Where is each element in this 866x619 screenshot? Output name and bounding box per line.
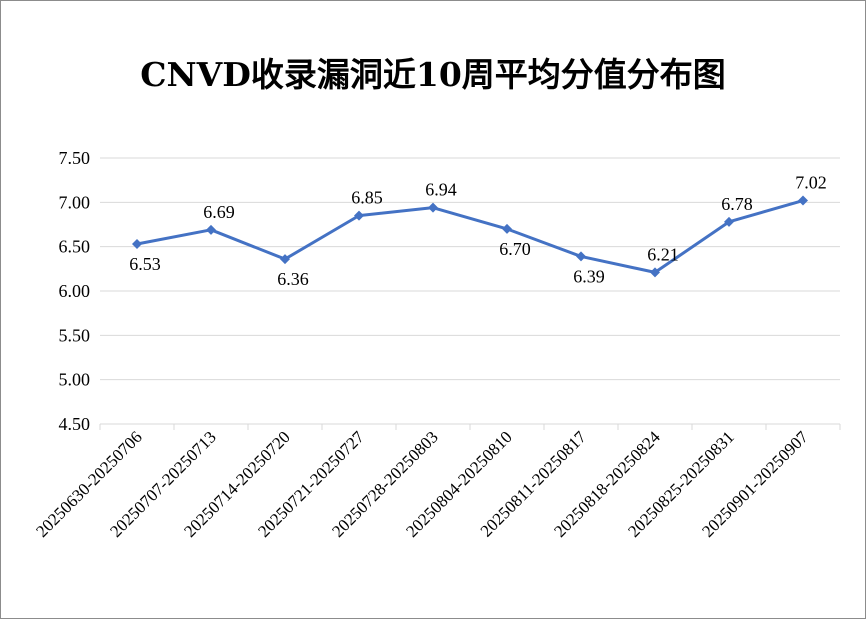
series-line — [136, 199, 804, 274]
data-point — [280, 254, 290, 265]
data-label: 6.21 — [647, 244, 679, 264]
data-point — [428, 202, 438, 213]
data-point — [798, 195, 808, 206]
data-label: 6.94 — [425, 180, 457, 200]
data-labels: 6.53 6.69 6.36 6.85 6.94 6.70 6.39 6.21 6.78 7.02 — [129, 173, 827, 290]
y-axis-ticks: 4.50 5.00 5.50 6.00 6.50 7.00 7.50 — [59, 148, 91, 434]
data-point — [132, 239, 142, 250]
data-point — [724, 216, 734, 227]
data-label: 6.70 — [499, 239, 531, 259]
y-tick-label: 7.00 — [59, 192, 91, 212]
y-tick-label: 5.00 — [59, 370, 91, 390]
data-point — [502, 223, 512, 234]
y-tick-label: 5.50 — [59, 325, 91, 345]
gridlines — [100, 157, 840, 425]
data-label: 6.78 — [721, 194, 753, 214]
series-line-path — [136, 199, 804, 274]
data-point — [650, 267, 660, 278]
data-label: 6.39 — [573, 266, 605, 286]
y-tick-label: 7.50 — [59, 148, 91, 168]
y-tick-label: 4.50 — [59, 414, 91, 434]
y-tick-label: 6.50 — [59, 237, 91, 257]
data-label: 6.53 — [129, 254, 161, 274]
data-point — [576, 251, 586, 262]
data-label: 6.85 — [351, 188, 383, 208]
chart-title: CNVD收录漏洞近10周平均分值分布图 — [140, 55, 726, 94]
data-label: 6.69 — [203, 202, 235, 222]
data-label: 6.36 — [277, 269, 309, 289]
x-axis-labels: 20250630-2025070620250707-20250713202507… — [32, 427, 812, 541]
x-axis — [99, 423, 841, 430]
data-point — [354, 210, 364, 221]
data-label: 7.02 — [795, 173, 827, 193]
y-tick-label: 6.00 — [59, 281, 91, 301]
data-point — [206, 224, 216, 235]
series-points — [132, 195, 808, 278]
